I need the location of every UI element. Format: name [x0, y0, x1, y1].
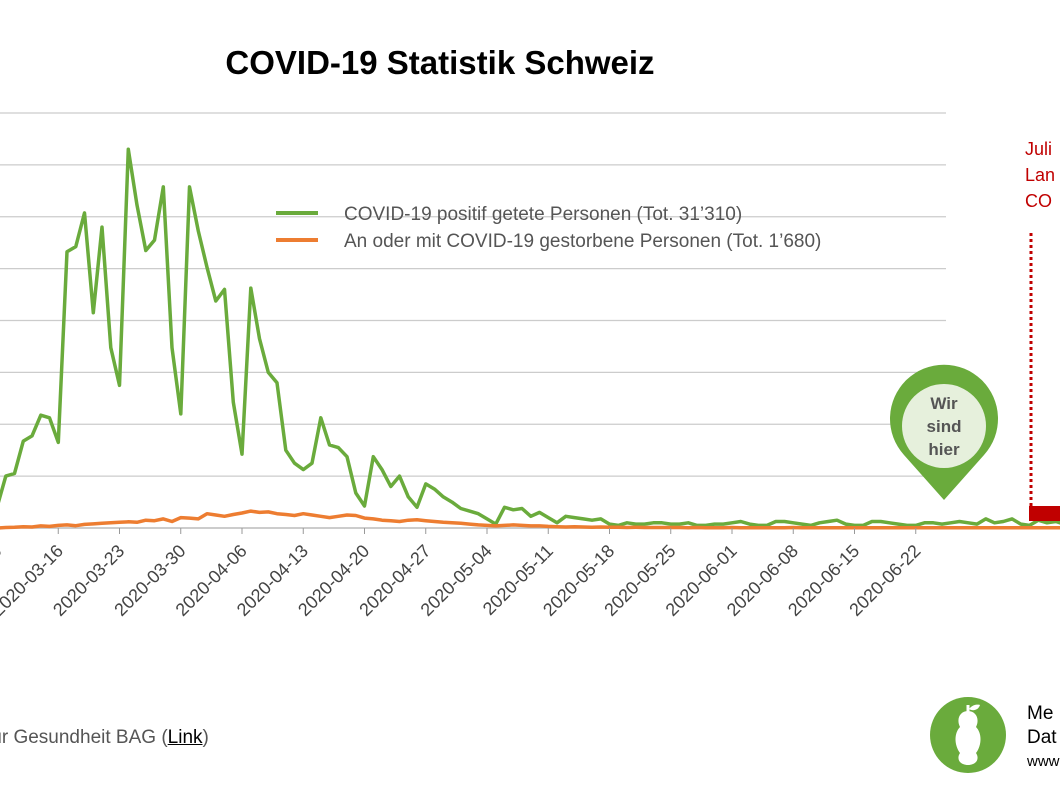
legend-label-cases: COVID-19 positif getete Personen (Tot. 3… [344, 204, 742, 225]
grid-lines [0, 112, 946, 529]
x-tick-label: 9 [0, 541, 6, 562]
pin-text-line-1: Wir [930, 394, 958, 413]
legend-label-deaths: An oder mit COVID-19 gestorbene Personen… [344, 231, 821, 252]
side-annotation: Juli Lan CO [1025, 136, 1055, 214]
side-annotation-line-1: Juli [1025, 139, 1053, 159]
brand-text: Me Dat www [1027, 702, 1060, 774]
side-chart-fragment [1029, 233, 1060, 521]
location-pin-icon: Wir sind hier [890, 364, 999, 500]
x-axis-ticks: 92020-03-162020-03-232020-03-302020-04-0… [0, 528, 925, 620]
side-bar [1029, 506, 1060, 521]
brand-line-1: Me [1027, 703, 1054, 724]
pin-text-line-2: sind [927, 417, 962, 436]
source-suffix: ) [202, 727, 209, 748]
legend: COVID-19 positif getete Personen (Tot. 3… [276, 204, 821, 252]
series-line-deaths [0, 509, 1060, 530]
side-annotation-line-2: Lan [1025, 165, 1056, 185]
series-group [0, 147, 1060, 530]
pin-text-line-3: hier [928, 440, 960, 459]
apple-core-icon [955, 704, 981, 765]
source-note: für Gesundheit BAG (Link) [0, 727, 209, 749]
side-annotation-line-3: CO [1025, 191, 1052, 211]
brand-logo[interactable] [930, 697, 1006, 773]
series-line-cases [0, 147, 1060, 528]
brand-line-3: www [1027, 753, 1060, 770]
source-prefix: für Gesundheit BAG ( [0, 727, 168, 748]
source-link[interactable]: Link [167, 727, 203, 748]
chart-title: COVID-19 Statistik Schweiz [225, 44, 655, 81]
brand-line-2: Dat [1027, 727, 1057, 748]
